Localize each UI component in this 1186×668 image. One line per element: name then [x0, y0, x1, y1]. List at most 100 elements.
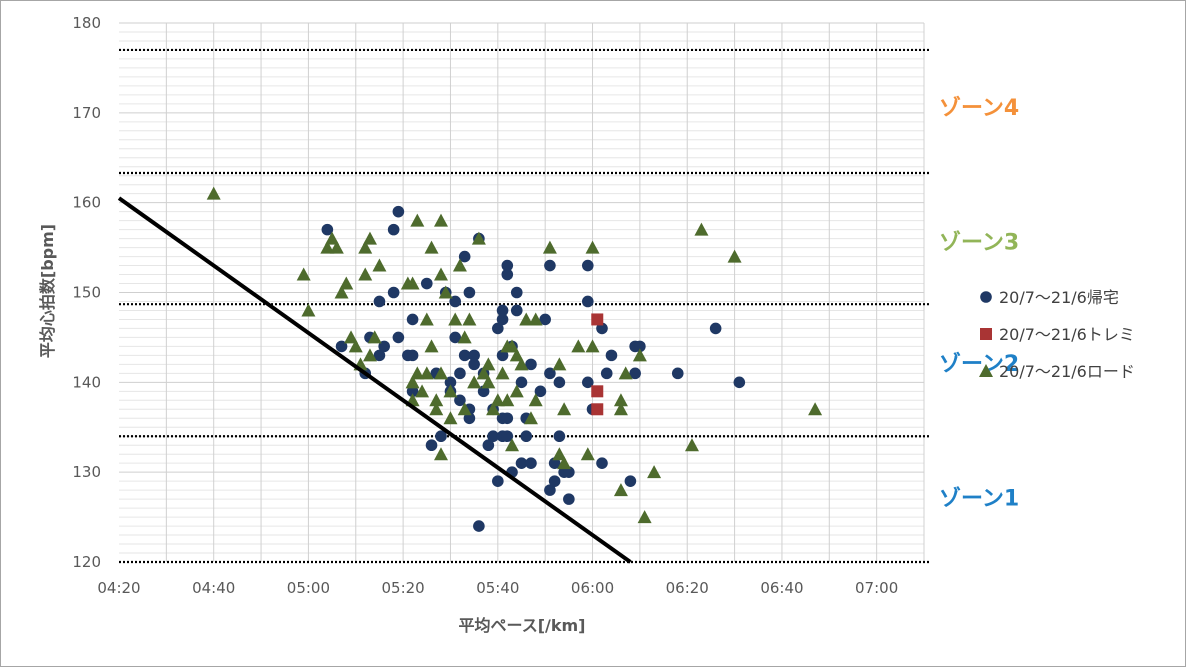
data-point-circle: [444, 376, 457, 389]
data-point-circle: [458, 349, 471, 362]
data-point-circle: [709, 322, 722, 335]
x-tick-label: 06:20: [666, 579, 709, 597]
data-point-triangle: [613, 483, 628, 497]
data-point-circle: [733, 376, 746, 389]
data-point-circle: [634, 340, 646, 353]
x-tick-label: 05:20: [382, 579, 425, 597]
data-point-circle: [600, 367, 613, 380]
data-point-triangle: [552, 357, 567, 371]
data-point-circle: [406, 349, 419, 362]
data-point-circle: [539, 313, 551, 326]
y-axis-title: 平均心拍数[bpm]: [38, 224, 57, 358]
legend-marker-square: [980, 328, 992, 340]
data-point-circle: [473, 520, 485, 532]
data-point-triangle: [509, 348, 524, 362]
data-point-triangle: [471, 231, 486, 245]
data-point-circle: [373, 295, 386, 308]
data-point-triangle: [362, 348, 377, 362]
x-tick-label: 05:40: [476, 579, 519, 597]
legend-marker-triangle: [979, 364, 993, 377]
data-point-triangle: [339, 276, 354, 290]
data-point-triangle: [467, 375, 482, 389]
data-point-triangle: [405, 375, 420, 389]
data-point-triangle: [523, 411, 538, 425]
y-tick-label: 170: [72, 104, 101, 122]
data-point-triangle: [410, 213, 425, 227]
legend-marker-circle: [980, 291, 992, 303]
data-point-circle: [544, 259, 556, 272]
data-point-circle: [671, 367, 684, 380]
data-point-circle: [392, 205, 405, 218]
data-point-triangle: [434, 213, 448, 227]
data-point-triangle: [434, 447, 448, 461]
data-point-triangle: [424, 339, 439, 353]
data-point-triangle: [206, 186, 221, 200]
data-point-triangle: [613, 393, 628, 407]
data-point-triangle: [528, 393, 543, 407]
data-point-triangle: [481, 375, 496, 389]
data-point-triangle: [618, 366, 633, 380]
data-point-circle: [454, 394, 466, 407]
x-tick-label: 05:00: [287, 579, 330, 597]
zone-label: ゾーン3: [939, 229, 1019, 255]
data-point-triangle: [727, 249, 742, 263]
data-point-circle: [525, 358, 537, 371]
data-point-triangle: [509, 384, 524, 398]
data-point-circle: [468, 349, 480, 362]
data-point-triangle: [481, 357, 496, 371]
data-point-circle: [510, 286, 523, 299]
data-point-circle: [534, 385, 547, 398]
data-point-circle: [468, 358, 480, 371]
data-point-triangle: [443, 384, 458, 398]
data-point-triangle: [528, 312, 543, 326]
data-point-triangle: [613, 402, 628, 416]
legend-label: 20/7～21/6ロード: [999, 362, 1135, 381]
data-point-triangle: [452, 258, 467, 272]
data-point-circle: [463, 286, 476, 299]
data-point-circle: [624, 475, 637, 487]
data-point-triangle: [329, 240, 344, 254]
data-point-circle: [501, 412, 514, 425]
data-point-circle: [378, 340, 390, 353]
data-point-circle: [515, 376, 528, 389]
y-tick-label: 150: [72, 284, 101, 302]
x-axis-tick-labels: 04:20 04:40 05:00 05:20 05:40 06:00 06:20 06:40…: [97, 579, 898, 597]
data-point-circle: [392, 331, 405, 344]
legend-label: 20/7～21/6帰宅: [999, 288, 1119, 307]
data-point-circle: [553, 376, 566, 389]
data-point-circle: [487, 430, 499, 443]
data-point-circle: [548, 457, 561, 469]
data-point-triangle: [637, 510, 652, 524]
data-point-triangle: [457, 402, 472, 416]
y-axis-tick-labels: 120 130 140 150 160 170 180: [72, 14, 101, 571]
data-point-circle: [482, 439, 495, 452]
data-point-triangle: [632, 348, 647, 362]
data-point-triangle: [808, 402, 823, 416]
data-point-triangle: [344, 330, 359, 344]
data-point-circle: [435, 430, 447, 443]
data-point-circle: [406, 385, 419, 398]
data-point-triangle: [410, 366, 425, 380]
data-point-circle: [496, 313, 509, 326]
data-point-triangle: [557, 402, 572, 416]
data-point-triangle: [647, 465, 662, 479]
data-point-circle: [605, 349, 618, 362]
data-point-circle: [520, 430, 533, 443]
data-point-circle: [581, 376, 594, 389]
data-point-triangle: [301, 303, 316, 317]
data-point-triangle: [443, 411, 458, 425]
data-point-circle: [544, 484, 556, 496]
zone-label: ゾーン1: [939, 485, 1019, 511]
data-point-triangle: [519, 312, 534, 326]
data-point-circle: [496, 349, 509, 362]
x-axis-title: 平均ペース[/km]: [459, 616, 586, 635]
data-point-circle: [449, 331, 462, 344]
data-point-circle: [373, 349, 386, 362]
data-point-circle: [629, 367, 641, 380]
data-point-triangle: [334, 285, 349, 299]
data-point-square: [591, 385, 604, 398]
data-point-circle: [425, 439, 438, 452]
data-point-circle: [510, 304, 523, 317]
x-tick-label: 07:00: [855, 579, 898, 597]
